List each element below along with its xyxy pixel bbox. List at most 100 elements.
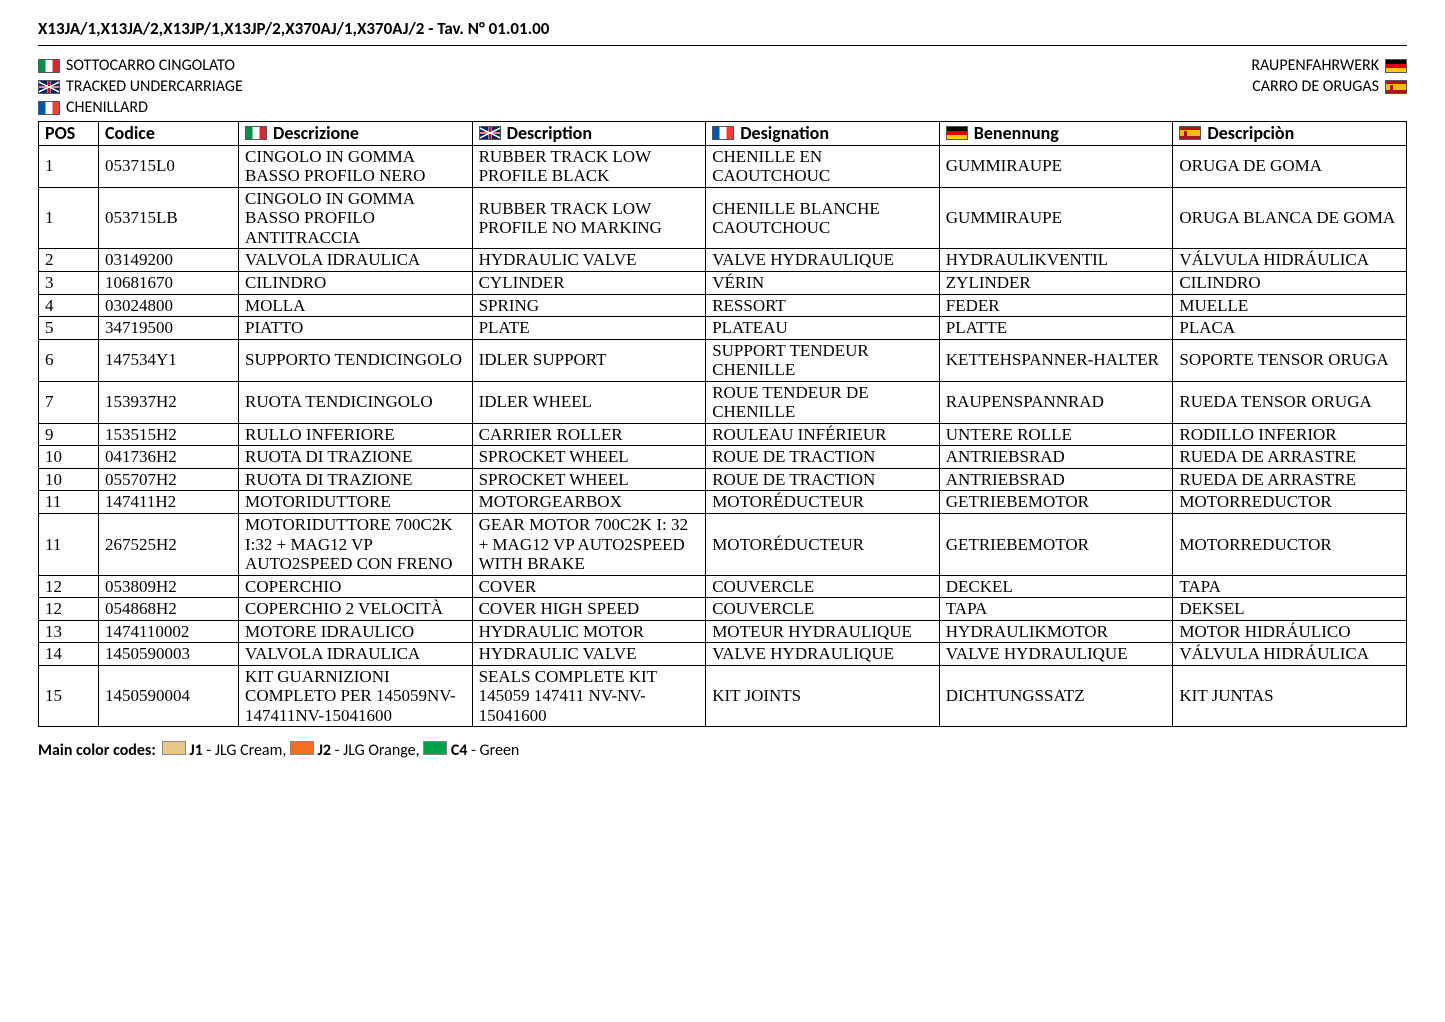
- cell-fr: CHENILLE EN CAOUTCHOUC: [706, 145, 940, 187]
- table-row: 11147411H2MOTORIDUTTOREMOTORGEARBOXMOTOR…: [39, 491, 1407, 514]
- cell-en: MOTORGEARBOX: [472, 491, 706, 514]
- cell-fr: COUVERCLE: [706, 575, 940, 598]
- table-row: 131474110002MOTORE IDRAULICOHYDRAULIC MO…: [39, 620, 1407, 643]
- cell-pos: 10: [39, 468, 99, 491]
- flag-fr-icon: [38, 101, 60, 115]
- section-name-block: SOTTOCARRO CINGOLATO TRACKED UNDERCARRIA…: [38, 56, 1407, 117]
- cell-fr: MOTEUR HYDRAULIQUE: [706, 620, 940, 643]
- color-code: C4: [447, 741, 467, 760]
- cell-de: DICHTUNGSSATZ: [939, 665, 1173, 727]
- cell-de: HYDRAULIKMOTOR: [939, 620, 1173, 643]
- cell-en: COVER HIGH SPEED: [472, 598, 706, 621]
- col-header-code: Codice: [99, 122, 239, 146]
- table-row: 7153937H2RUOTA TENDICINGOLOIDLER WHEELRO…: [39, 381, 1407, 423]
- cell-it: PIATTO: [239, 317, 473, 340]
- table-row: 11267525H2MOTORIDUTTORE 700C2K I:32 + MA…: [39, 513, 1407, 575]
- table-row: 1053715L0CINGOLO IN GOMMA BASSO PROFILO …: [39, 145, 1407, 187]
- cell-pos: 11: [39, 513, 99, 575]
- cell-pos: 11: [39, 491, 99, 514]
- cell-en: SPRING: [472, 294, 706, 317]
- table-row: 403024800MOLLASPRINGRESSORTFEDERMUELLE: [39, 294, 1407, 317]
- section-name-es-text: CARRO DE ORUGAS: [1252, 77, 1379, 96]
- flag-uk-icon: [479, 126, 501, 140]
- cell-de: ANTRIEBSRAD: [939, 468, 1173, 491]
- cell-en: PLATE: [472, 317, 706, 340]
- cell-it: MOLLA: [239, 294, 473, 317]
- cell-code: 1450590003: [99, 643, 239, 666]
- cell-es: ORUGA BLANCA DE GOMA: [1173, 187, 1407, 249]
- flag-it-icon: [38, 59, 60, 73]
- cell-fr: PLATEAU: [706, 317, 940, 340]
- cell-pos: 13: [39, 620, 99, 643]
- cell-es: ORUGA DE GOMA: [1173, 145, 1407, 187]
- cell-pos: 10: [39, 446, 99, 469]
- page-title: X13JA/1,X13JA/2,X13JP/1,X13JP/2,X370AJ/1…: [38, 18, 1407, 46]
- parts-table: POS Codice Descrizione Description Desig…: [38, 121, 1407, 727]
- color-name: - JLG Cream,: [203, 741, 290, 760]
- col-header-es-text: Descripciòn: [1207, 123, 1294, 144]
- cell-pos: 5: [39, 317, 99, 340]
- cell-it: MOTORIDUTTORE: [239, 491, 473, 514]
- cell-code: 03024800: [99, 294, 239, 317]
- table-row: 141450590003VALVOLA IDRAULICAHYDRAULIC V…: [39, 643, 1407, 666]
- cell-en: HYDRAULIC MOTOR: [472, 620, 706, 643]
- cell-es: RUEDA DE ARRASTRE: [1173, 446, 1407, 469]
- cell-it: VALVOLA IDRAULICA: [239, 249, 473, 272]
- cell-es: DEKSEL: [1173, 598, 1407, 621]
- section-name-en-text: TRACKED UNDERCARRIAGE: [66, 77, 243, 96]
- cell-it: VALVOLA IDRAULICA: [239, 643, 473, 666]
- color-code: J1: [186, 741, 203, 760]
- cell-de: TAPA: [939, 598, 1173, 621]
- cell-it: MOTORE IDRAULICO: [239, 620, 473, 643]
- col-header-de-text: Benennung: [974, 123, 1059, 144]
- cell-fr: VÉRIN: [706, 271, 940, 294]
- cell-en: CARRIER ROLLER: [472, 423, 706, 446]
- cell-code: 053809H2: [99, 575, 239, 598]
- flag-it-icon: [245, 126, 267, 140]
- section-name-en: TRACKED UNDERCARRIAGE: [38, 77, 243, 96]
- cell-it: CINGOLO IN GOMMA BASSO PROFILO ANTITRACC…: [239, 187, 473, 249]
- cell-es: KIT JUNTAS: [1173, 665, 1407, 727]
- cell-code: 041736H2: [99, 446, 239, 469]
- col-header-de: Benennung: [939, 122, 1173, 146]
- table-row: 9153515H2RULLO INFERIORECARRIER ROLLERRO…: [39, 423, 1407, 446]
- cell-es: VÁLVULA HIDRÁULICA: [1173, 643, 1407, 666]
- cell-fr: KIT JOINTS: [706, 665, 940, 727]
- cell-code: 1474110002: [99, 620, 239, 643]
- cell-de: FEDER: [939, 294, 1173, 317]
- flag-de-icon: [1385, 59, 1407, 73]
- section-name-fr: CHENILLARD: [38, 98, 243, 117]
- cell-code: 147411H2: [99, 491, 239, 514]
- cell-pos: 6: [39, 339, 99, 381]
- cell-de: HYDRAULIKVENTIL: [939, 249, 1173, 272]
- cell-fr: COUVERCLE: [706, 598, 940, 621]
- table-row: 6147534Y1SUPPORTO TENDICINGOLOIDLER SUPP…: [39, 339, 1407, 381]
- cell-en: SPROCKET WHEEL: [472, 446, 706, 469]
- table-row: 310681670CILINDROCYLINDERVÉRINZYLINDERCI…: [39, 271, 1407, 294]
- cell-code: 147534Y1: [99, 339, 239, 381]
- flag-fr-icon: [712, 126, 734, 140]
- cell-pos: 14: [39, 643, 99, 666]
- cell-fr: ROULEAU INFÉRIEUR: [706, 423, 940, 446]
- cell-es: RUEDA DE ARRASTRE: [1173, 468, 1407, 491]
- section-name-es: CARRO DE ORUGAS: [1252, 77, 1407, 96]
- cell-en: SEALS COMPLETE KIT 145059 147411 NV-NV-1…: [472, 665, 706, 727]
- cell-it: SUPPORTO TENDICINGOLO: [239, 339, 473, 381]
- table-row: 534719500PIATTOPLATEPLATEAUPLATTEPLACA: [39, 317, 1407, 340]
- cell-pos: 1: [39, 145, 99, 187]
- cell-pos: 1: [39, 187, 99, 249]
- section-name-fr-text: CHENILLARD: [66, 98, 148, 117]
- cell-code: 267525H2: [99, 513, 239, 575]
- col-header-pos: POS: [39, 122, 99, 146]
- cell-fr: ROUE TENDEUR DE CHENILLE: [706, 381, 940, 423]
- cell-it: CINGOLO IN GOMMA BASSO PROFILO NERO: [239, 145, 473, 187]
- cell-es: MUELLE: [1173, 294, 1407, 317]
- cell-de: UNTERE ROLLE: [939, 423, 1173, 446]
- cell-fr: RESSORT: [706, 294, 940, 317]
- cell-fr: VALVE HYDRAULIQUE: [706, 249, 940, 272]
- cell-pos: 2: [39, 249, 99, 272]
- cell-code: 1450590004: [99, 665, 239, 727]
- col-header-en-text: Description: [507, 123, 592, 144]
- cell-es: TAPA: [1173, 575, 1407, 598]
- col-header-it-text: Descrizione: [273, 123, 359, 144]
